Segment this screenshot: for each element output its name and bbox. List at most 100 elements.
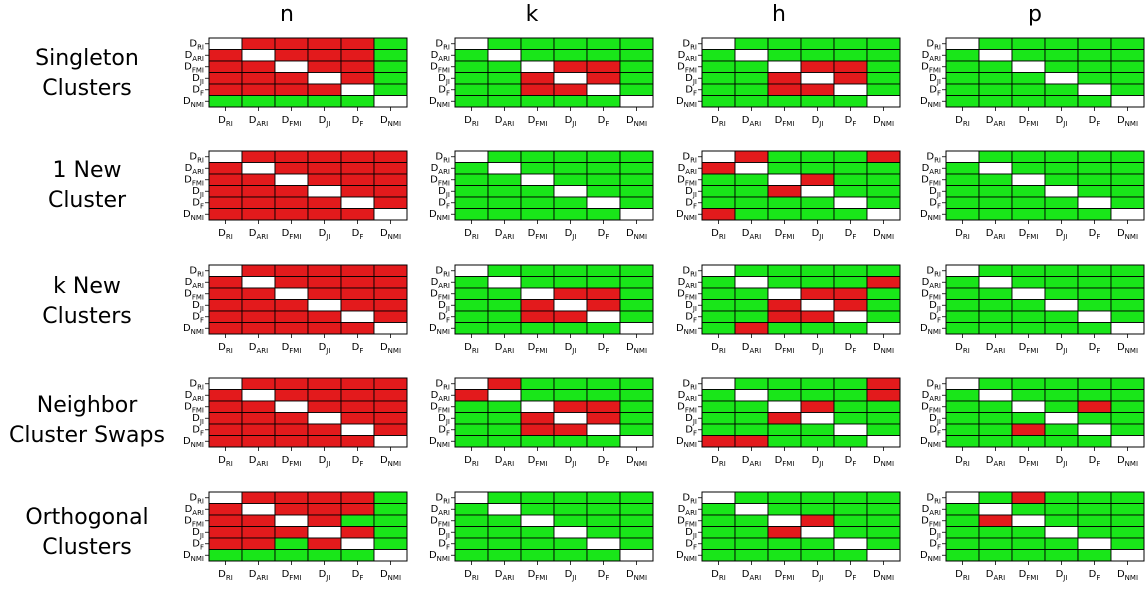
- tick-label-subscript: JI: [571, 233, 576, 241]
- heatmap-cell: [1011, 310, 1046, 323]
- heatmap-cell: [307, 264, 342, 277]
- tick-label-subscript: ARI: [685, 282, 697, 290]
- heatmap-cell: [553, 400, 588, 413]
- tick-label-subscript: ARI: [929, 282, 941, 290]
- heatmap-cell: [454, 400, 489, 413]
- heatmap-cell: [520, 412, 555, 425]
- heatmap-cell: [767, 150, 802, 163]
- heatmap-cell: [800, 162, 835, 175]
- heatmap-cell: [800, 208, 835, 221]
- heatmap-cell: [945, 208, 980, 221]
- heatmap-cell: [553, 60, 588, 73]
- heatmap-cell: [274, 322, 309, 335]
- heatmap-cell: [307, 95, 342, 108]
- tick-label-subscript: JI: [818, 120, 823, 128]
- heatmap-cell: [1077, 412, 1112, 425]
- y-tick-label: DF: [685, 538, 697, 551]
- heatmap-cell: [307, 299, 342, 312]
- heatmap-cell: [1077, 514, 1112, 527]
- heatmap-cell: [373, 400, 408, 413]
- heatmap-cell: [586, 37, 621, 50]
- heatmap-cell: [241, 95, 276, 108]
- tick-label-subscript: NMI: [388, 233, 401, 241]
- heatmap-cell: [487, 491, 522, 504]
- tick-label-subscript: F: [852, 347, 856, 355]
- x-tick-label: DARI: [249, 228, 268, 241]
- heatmap-cell: [241, 322, 276, 335]
- heatmap-cell: [487, 310, 522, 323]
- heatmap-cell: [800, 173, 835, 186]
- heatmap-cell: [274, 37, 309, 50]
- tick-label-subscript: FMI: [535, 347, 547, 355]
- heatmap-cell: [1110, 412, 1145, 425]
- heatmap-cell: [373, 322, 408, 335]
- heatmap-cell: [619, 49, 654, 62]
- heatmap-cell: [833, 60, 868, 73]
- heatmap-cell: [734, 514, 769, 527]
- x-tick-label: DFMI: [1019, 115, 1039, 128]
- x-tick-label: DJI: [319, 569, 331, 582]
- tick-label-subscript: JI: [445, 305, 450, 313]
- heatmap-cell: [454, 435, 489, 448]
- tick-label-subscript: RI: [934, 156, 941, 164]
- heatmap-cell: [520, 322, 555, 335]
- heatmap-cell: [1044, 83, 1079, 96]
- heatmap-cell: [1110, 185, 1145, 198]
- heatmap-cell: [553, 377, 588, 390]
- tick-label-subscript: RI: [472, 120, 479, 128]
- y-tick-label: DNMI: [676, 550, 697, 563]
- tick-label-subscript: ARI: [993, 233, 1005, 241]
- y-tick-label: DJI: [438, 186, 450, 199]
- tick-label-subscript: NMI: [388, 347, 401, 355]
- heatmap-cell: [586, 72, 621, 85]
- tick-label-subscript: JI: [199, 78, 204, 86]
- tick-label-subscript: NMI: [1125, 574, 1138, 582]
- heatmap-cell: [619, 72, 654, 85]
- heatmap-frame: [454, 37, 654, 108]
- y-tick-label: DJI: [685, 300, 697, 313]
- heatmap-cell: [945, 503, 980, 516]
- heatmap-cell: [487, 60, 522, 73]
- tick-label-subscript: ARI: [192, 509, 204, 517]
- heatmap-cell: [274, 491, 309, 504]
- y-tick-label: DF: [192, 538, 204, 551]
- heatmap-cell: [520, 537, 555, 550]
- heatmap-cell: [833, 95, 868, 108]
- tick-label-subscript: JI: [692, 305, 697, 313]
- heatmap-cell: [734, 322, 769, 335]
- heatmap-cell: [1044, 423, 1079, 436]
- tick-label-subscript: NMI: [928, 555, 941, 563]
- heatmap-cell: [241, 503, 276, 516]
- heatmap-cell: [586, 287, 621, 300]
- heatmap-cell: [701, 526, 736, 539]
- x-tick-label: DF: [845, 342, 857, 355]
- heatmap-cell: [454, 287, 489, 300]
- x-tick-label: DRI: [464, 115, 479, 128]
- x-tick-label: DFMI: [1019, 569, 1039, 582]
- heatmap-frame: [454, 264, 654, 335]
- tick-label-subscript: FMI: [289, 574, 301, 582]
- heatmap-cell: [520, 72, 555, 85]
- y-tick-label: DNMI: [920, 436, 941, 449]
- heatmap-cell: [1110, 514, 1145, 527]
- x-tick-label: DARI: [495, 455, 514, 468]
- heatmap-cell: [767, 83, 802, 96]
- x-tick-label: DF: [352, 569, 364, 582]
- heatmap-cell: [1077, 389, 1112, 402]
- x-tick-label: DRI: [711, 455, 726, 468]
- heatmap-cell: [1077, 299, 1112, 312]
- heatmap-cell: [1011, 276, 1046, 289]
- heatmap-cell: [833, 389, 868, 402]
- x-tick-label: DJI: [319, 115, 331, 128]
- heatmap-cell: [1077, 49, 1112, 62]
- heatmap-cell: [340, 322, 375, 335]
- tick-label-subscript: NMI: [191, 441, 204, 449]
- x-tick-label: DRI: [955, 569, 970, 582]
- heatmap-cell: [487, 72, 522, 85]
- heatmap-cell: [1077, 208, 1112, 221]
- heatmap-cell: [586, 389, 621, 402]
- heatmap-cell: [208, 514, 243, 527]
- heatmap-cell: [701, 173, 736, 186]
- heatmap-cell: [1044, 162, 1079, 175]
